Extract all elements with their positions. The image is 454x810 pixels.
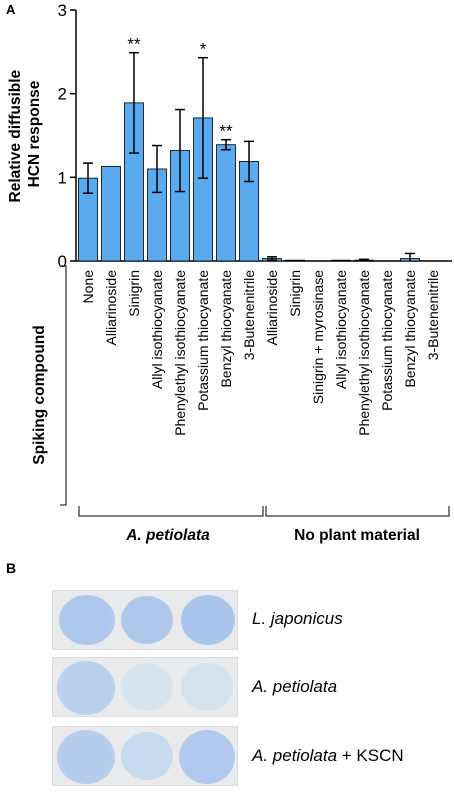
- assay-spot: [121, 732, 173, 780]
- bar: [101, 166, 121, 262]
- species-name: L. japonicus: [252, 609, 343, 628]
- strip-label-a-petiolata-kscn: A. petiolata + KSCN: [252, 746, 404, 766]
- group-label-no-plant-material: No plant material: [294, 527, 420, 544]
- treatment-suffix: + KSCN: [337, 746, 404, 765]
- x-tick-label: Sinigrin: [126, 270, 142, 317]
- species-name: A. petiolata: [252, 746, 338, 765]
- assay-spot: [121, 663, 173, 711]
- y-axis-label: Relative diffusible HCN response: [7, 66, 43, 203]
- bar: [216, 144, 236, 262]
- x-tick-label: Alliarinoside: [264, 270, 280, 346]
- x-tick-label: Sinigrin + myrosinase: [310, 270, 326, 404]
- x-tick-label: 3-Butenenitrile: [425, 270, 441, 360]
- x-tick-label: None: [80, 270, 96, 304]
- group-label-a-petiolata: A. petiolata: [125, 527, 210, 544]
- panel-b-letter: B: [6, 560, 17, 576]
- assay-strip-l-japonicus: [52, 590, 238, 650]
- x-tick-label: Allyl isothiocyanate: [333, 270, 349, 389]
- x-tick-label: Alliarinoside: [103, 270, 119, 346]
- species-name: A. petiolata: [252, 677, 338, 696]
- significance-label: *: [200, 40, 207, 59]
- assay-strip-a-petiolata: [52, 657, 238, 717]
- y-tick-label: 3: [58, 1, 67, 20]
- bar: [285, 259, 305, 262]
- y-tick-label: 1: [58, 168, 67, 187]
- x-axis-bracket: [60, 265, 67, 506]
- x-axis-label: Spiking compound: [31, 325, 48, 465]
- x-tick-label: Potassium thiocyanate: [379, 270, 395, 411]
- y-tick-label: 2: [58, 85, 67, 104]
- panel-a-letter: A: [6, 2, 16, 17]
- x-tick-label: Sinigrin: [287, 270, 303, 317]
- significance-label: **: [127, 35, 141, 54]
- assay-strip-a-petiolata-kscn: [52, 726, 238, 786]
- strip-label-l-japonicus: L. japonicus: [252, 609, 343, 629]
- x-tick-label: Benzyl thiocyanate: [402, 270, 418, 388]
- strip-label-a-petiolata: A. petiolata: [252, 677, 337, 697]
- x-tick-label: Allyl isothiocyanate: [149, 270, 165, 389]
- assay-spot: [181, 595, 235, 645]
- x-tick-label: Potassium thiocyanate: [195, 270, 211, 411]
- y-axis-label-line1: Relative diffusible: [7, 69, 24, 202]
- assay-spot: [181, 663, 233, 711]
- assay-spot: [59, 595, 115, 645]
- assay-spot: [179, 730, 235, 784]
- bar-chart: A Relative diffusible HCN response 0 1 2 3 N…: [6, 1, 452, 544]
- bar: [331, 259, 351, 262]
- x-tick-label: 3-Butenenitrile: [241, 270, 257, 360]
- significance-label: **: [219, 122, 233, 141]
- x-tick-label: Phenylethyl isothiocyanate: [356, 270, 372, 436]
- group-bracket-a-petiolata: [78, 506, 264, 517]
- plot-area: 0 1 2 3 None Alliarinoside ** Sinigrin Allyl iso…: [58, 1, 452, 436]
- assay-spot: [57, 730, 115, 784]
- x-tick-label: Benzyl thiocyanate: [218, 270, 234, 388]
- y-axis-label-line2: HCN response: [26, 80, 43, 187]
- x-tick-label: Phenylethyl isothiocyanate: [172, 270, 188, 436]
- y-tick-label: 0: [58, 252, 67, 271]
- assay-spot: [121, 596, 173, 644]
- assay-spot: [57, 661, 115, 715]
- group-bracket-no-plant-material: [265, 506, 450, 517]
